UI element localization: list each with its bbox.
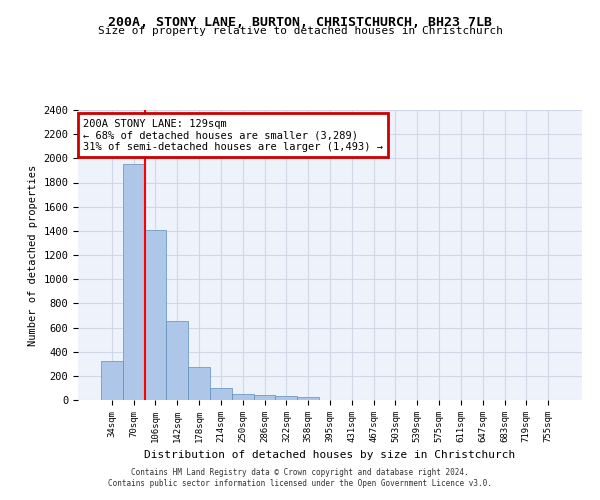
Bar <box>123 164 145 400</box>
Bar <box>166 322 188 400</box>
Bar <box>254 396 275 400</box>
Text: 200A STONY LANE: 129sqm
← 68% of detached houses are smaller (3,289)
31% of semi: 200A STONY LANE: 129sqm ← 68% of detache… <box>83 118 383 152</box>
Text: 200A, STONY LANE, BURTON, CHRISTCHURCH, BH23 7LB: 200A, STONY LANE, BURTON, CHRISTCHURCH, … <box>108 16 492 29</box>
Bar <box>232 394 254 400</box>
Bar <box>145 230 166 400</box>
X-axis label: Distribution of detached houses by size in Christchurch: Distribution of detached houses by size … <box>145 450 515 460</box>
Bar <box>275 396 297 400</box>
Text: Size of property relative to detached houses in Christchurch: Size of property relative to detached ho… <box>97 26 503 36</box>
Y-axis label: Number of detached properties: Number of detached properties <box>28 164 38 346</box>
Bar <box>210 388 232 400</box>
Bar <box>101 360 123 400</box>
Text: Contains HM Land Registry data © Crown copyright and database right 2024.
Contai: Contains HM Land Registry data © Crown c… <box>108 468 492 487</box>
Bar <box>297 398 319 400</box>
Bar <box>188 368 210 400</box>
